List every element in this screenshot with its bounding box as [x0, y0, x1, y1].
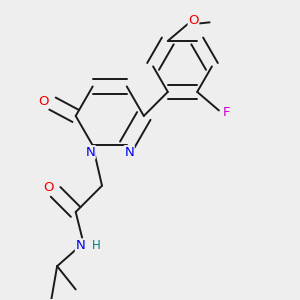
- Text: N: N: [85, 146, 95, 159]
- Text: N: N: [124, 146, 134, 159]
- Text: F: F: [223, 106, 230, 119]
- Text: O: O: [188, 14, 199, 27]
- Text: O: O: [44, 181, 54, 194]
- Text: O: O: [39, 94, 49, 108]
- Text: N: N: [76, 239, 85, 252]
- Text: H: H: [92, 239, 101, 252]
